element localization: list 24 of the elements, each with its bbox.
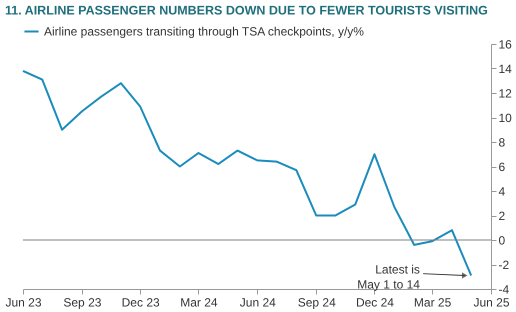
annotation: Latest is May 1 to 14 — [357, 262, 420, 292]
x-tick-label: Sep 24 — [298, 296, 336, 310]
x-tick-label: Dec 24 — [356, 296, 394, 310]
x-tick-label: Mar 25 — [414, 296, 452, 310]
chart-title: 11. AIRLINE PASSENGER NUMBERS DOWN DUE TO FEWER TOURISTS VISITING — [4, 4, 488, 18]
x-tick-label: Jun 24 — [240, 296, 276, 310]
legend-label: Airline passengers transiting through TSA checkpoints, y/y% — [44, 24, 364, 38]
y-tick-label: 0 — [498, 234, 506, 248]
y-tick-label: 16 — [498, 38, 512, 52]
y-tick-label: 6 — [498, 160, 506, 174]
y-tick-label: 2 — [498, 209, 506, 223]
y-tick-label: -2 — [498, 258, 510, 272]
y-tick-label: 8 — [498, 136, 506, 150]
y-tick-label: -4 — [498, 282, 510, 296]
y-tick-label: 12 — [498, 86, 512, 100]
x-tick-label: Dec 23 — [122, 296, 160, 310]
line-series — [22, 70, 472, 277]
x-tick-label: Mar 24 — [180, 296, 218, 310]
x-tick-label: Jun 23 — [5, 296, 42, 310]
x-tick-label: Jun 25 — [473, 296, 510, 310]
y-tick-label: 4 — [498, 184, 506, 198]
y-tick-label: 14 — [498, 62, 512, 76]
y-tick-label: 10 — [498, 111, 512, 125]
x-tick-label: Sep 23 — [63, 296, 102, 310]
